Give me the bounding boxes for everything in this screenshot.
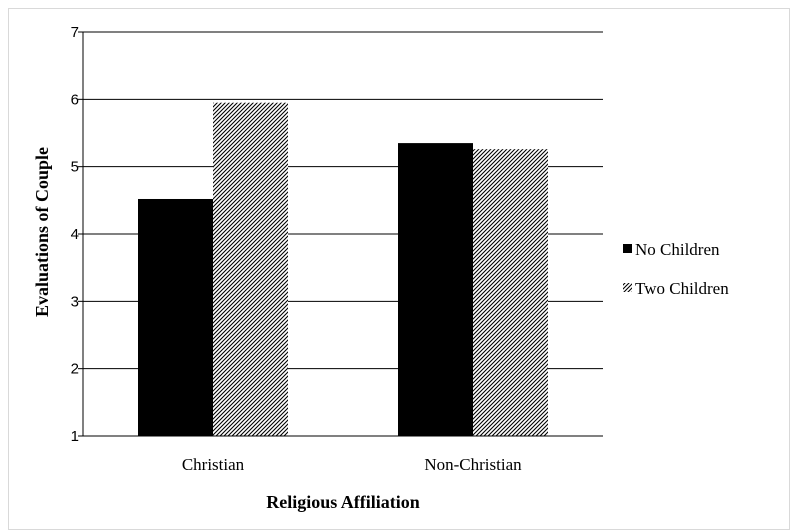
x-category-label-christian: Christian (182, 455, 245, 474)
bar-christian-two-children (213, 102, 288, 436)
legend-swatch-two-children (623, 283, 632, 292)
axes: 1 2 3 4 5 6 7 Christian Non-Christian (71, 24, 603, 474)
legend-swatch-no-children (623, 244, 632, 253)
bars (138, 102, 548, 436)
legend-label-two-children: Two Children (635, 279, 729, 298)
legend-label-no-children: No Children (635, 240, 720, 259)
bar-non-christian-no-children (398, 143, 473, 436)
x-category-label-non-christian: Non-Christian (424, 455, 522, 474)
bar-christian-no-children (138, 198, 213, 436)
x-axis-title: Religious Affiliation (266, 492, 420, 512)
y-tick-label-5: 5 (71, 159, 79, 176)
y-tick-label-2: 2 (71, 361, 79, 378)
y-tick-label-1: 1 (71, 428, 79, 445)
y-tick-label-3: 3 (71, 293, 79, 310)
y-tick-label-6: 6 (71, 91, 79, 108)
legend: No Children Two Children (623, 240, 729, 298)
y-axis-title: Evaluations of Couple (32, 147, 52, 317)
y-tick-label-4: 4 (71, 226, 79, 243)
y-tick-label-7: 7 (71, 24, 79, 41)
bar-non-christian-two-children (473, 149, 548, 436)
